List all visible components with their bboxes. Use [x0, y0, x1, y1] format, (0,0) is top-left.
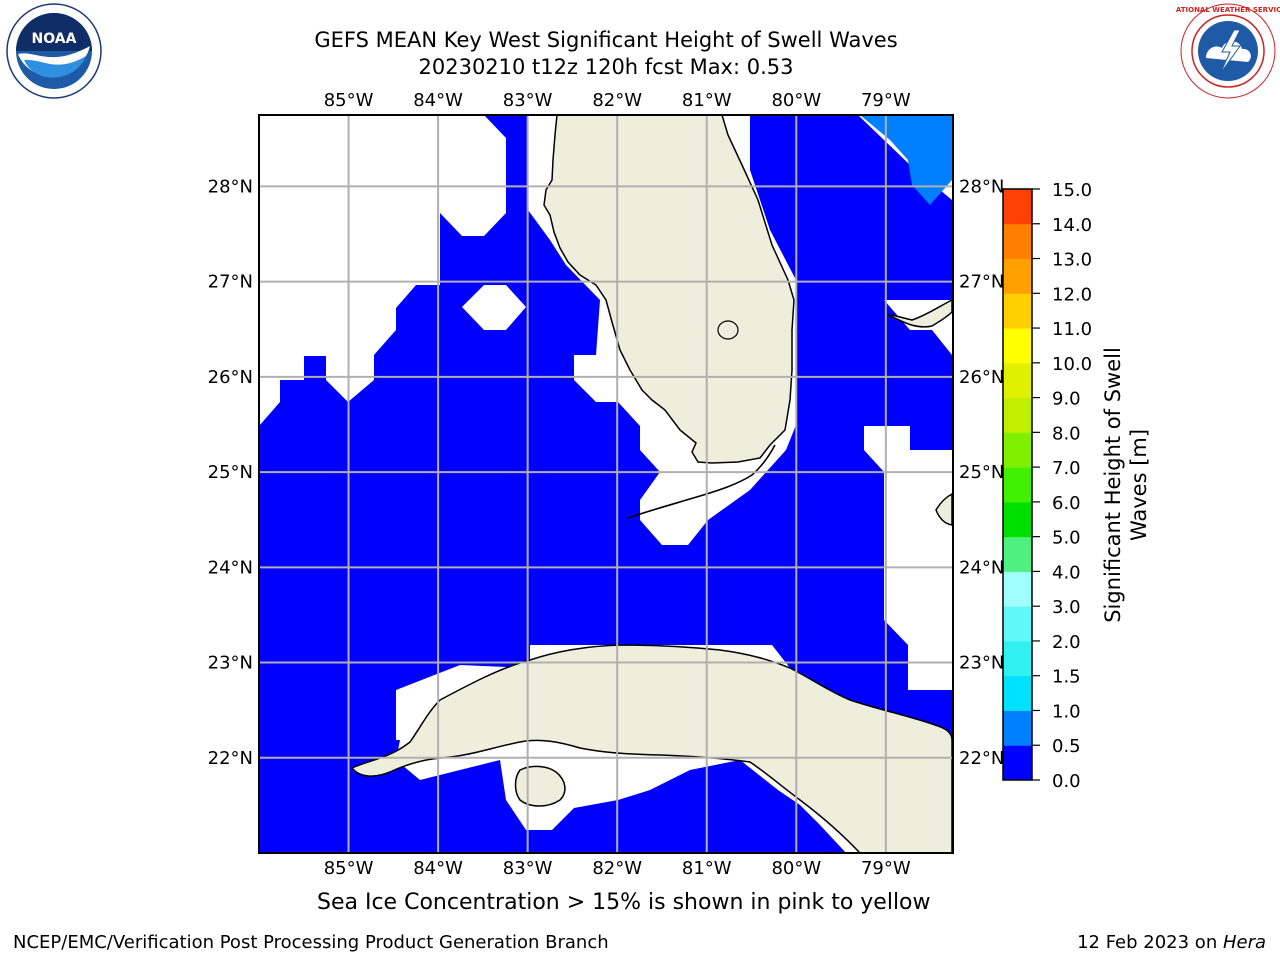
map-frame — [258, 114, 954, 854]
colorbar-segment — [1003, 293, 1032, 329]
graticule — [259, 115, 953, 853]
colorbar-tick-label: 10.0 — [1052, 354, 1092, 375]
colorbar-segment — [1003, 189, 1032, 225]
lon-label-bottom: 84°W — [413, 858, 463, 879]
lon-label-bottom: 79°W — [861, 858, 911, 879]
lat-label-right: 25°N — [959, 462, 1004, 483]
colorbar-tick-label: 1.0 — [1052, 701, 1081, 722]
lat-label-left: 23°N — [208, 653, 253, 674]
colorbar-segment — [1003, 397, 1032, 433]
lon-label-top: 82°W — [592, 90, 642, 111]
colorbar-tick-label: 15.0 — [1052, 180, 1092, 201]
noaa-logo-icon: NOAA — [6, 3, 102, 99]
lat-label-right: 28°N — [959, 176, 1004, 197]
map-title: GEFS MEAN Key West Significant Height of… — [314, 28, 898, 52]
colorbar-segment — [1003, 467, 1032, 503]
footer-timestamp: 12 Feb 2023 on Hera — [1077, 932, 1266, 953]
colorbar-segment — [1003, 536, 1032, 572]
footer-host: Hera — [1222, 932, 1266, 953]
lat-label-right: 24°N — [959, 557, 1004, 578]
lon-label-top: 85°W — [324, 90, 374, 111]
noaa-logo-text: NOAA — [32, 31, 77, 47]
lon-label-top: 79°W — [861, 90, 911, 111]
lon-label-top: 80°W — [771, 90, 821, 111]
lat-label-right: 26°N — [959, 367, 1004, 388]
colorbar: 0.0 0.5 1.0 1.5 2.0 3.0 4.0 5.0 6.0 7.0 8.0 9.0 10.0… — [1003, 180, 1092, 792]
colorbar-label-line1: Significant Height of Swell — [1101, 347, 1125, 623]
colorbar-tick-label: 5.0 — [1052, 528, 1081, 549]
lat-label-left: 27°N — [208, 272, 253, 293]
colorbar-tick-label: 12.0 — [1052, 284, 1092, 305]
colorbar-segment — [1003, 432, 1032, 468]
colorbar-segment — [1003, 328, 1032, 364]
colorbar-tick-label: 2.0 — [1052, 632, 1081, 653]
lat-label-right: 23°N — [959, 653, 1004, 674]
colorbar-segment — [1003, 710, 1032, 746]
colorbar-tick-label: 9.0 — [1052, 389, 1081, 410]
colorbar-tick-label: 3.0 — [1052, 597, 1081, 618]
lat-label-left: 26°N — [208, 367, 253, 388]
lat-label-right: 22°N — [959, 748, 1004, 769]
land-masses — [350, 114, 953, 854]
lon-label-bottom: 82°W — [592, 858, 642, 879]
colorbar-frame — [1002, 188, 1033, 781]
colorbar-tick-label: 4.0 — [1052, 562, 1081, 583]
latitude-labels-right: 22°N 23°N 24°N 25°N 26°N 27°N 28°N — [959, 176, 1004, 768]
nws-logo-icon: NATIONAL WEATHER SERVICE — [1176, 3, 1280, 99]
colorbar-tick-label: 1.5 — [1052, 667, 1081, 688]
colorbar-tick-label: 8.0 — [1052, 423, 1081, 444]
colorbar-tick-label: 0.5 — [1052, 736, 1081, 757]
lon-label-top: 81°W — [682, 90, 732, 111]
higher-swell-area — [860, 115, 952, 205]
colorbar-tick-label: 0.0 — [1052, 771, 1081, 792]
colorbar-segment — [1003, 571, 1032, 607]
colorbar-segment — [1003, 745, 1032, 781]
colorbar-label-line2: Waves [m] — [1127, 429, 1151, 541]
colorbar-tick-label: 11.0 — [1052, 319, 1092, 340]
colorbar-tick-label: 7.0 — [1052, 458, 1081, 479]
longitude-labels-top: 85°W 84°W 83°W 82°W 81°W 80°W 79°W — [324, 90, 911, 111]
lat-label-left: 28°N — [208, 176, 253, 197]
colorbar-segment — [1003, 606, 1032, 642]
lon-label-top: 83°W — [503, 90, 553, 111]
sea-ice-note: Sea Ice Concentration > 15% is shown in … — [317, 890, 931, 915]
colorbar-segment — [1003, 362, 1032, 399]
lon-label-top: 84°W — [413, 90, 463, 111]
florida-keys — [627, 444, 776, 519]
map-subtitle: 20230210 t12z 120h fcst Max: 0.53 — [418, 55, 794, 79]
lon-label-bottom: 83°W — [503, 858, 553, 879]
footer-date: 12 Feb 2023 on — [1077, 932, 1223, 953]
lon-label-bottom: 80°W — [771, 858, 821, 879]
isla-de-la-juventud — [514, 765, 566, 807]
lat-label-left: 24°N — [208, 557, 253, 578]
latitude-labels-left: 22°N 23°N 24°N 25°N 26°N 27°N 28°N — [208, 176, 253, 768]
lat-label-left: 25°N — [208, 462, 253, 483]
nws-logo-text: NATIONAL WEATHER SERVICE — [1176, 6, 1280, 14]
lon-label-bottom: 85°W — [324, 858, 374, 879]
colorbar-segment — [1003, 501, 1032, 538]
lat-label-right: 27°N — [959, 272, 1004, 293]
colorbar-tick-label: 6.0 — [1052, 493, 1081, 514]
lake-okeechobee — [717, 320, 739, 340]
colorbar-tick-label: 13.0 — [1052, 250, 1092, 271]
lon-label-bottom: 81°W — [682, 858, 732, 879]
longitude-labels-bottom: 85°W 84°W 83°W 82°W 81°W 80°W 79°W — [324, 858, 911, 879]
colorbar-segment — [1003, 640, 1032, 677]
colorbar-segment — [1003, 675, 1032, 711]
colorbar-segment — [1003, 258, 1032, 294]
footer-credit: NCEP/EMC/Verification Post Processing Pr… — [13, 932, 609, 953]
colorbar-tick-label: 14.0 — [1052, 215, 1092, 236]
lat-label-left: 22°N — [208, 748, 253, 769]
colorbar-segment — [1003, 223, 1032, 260]
